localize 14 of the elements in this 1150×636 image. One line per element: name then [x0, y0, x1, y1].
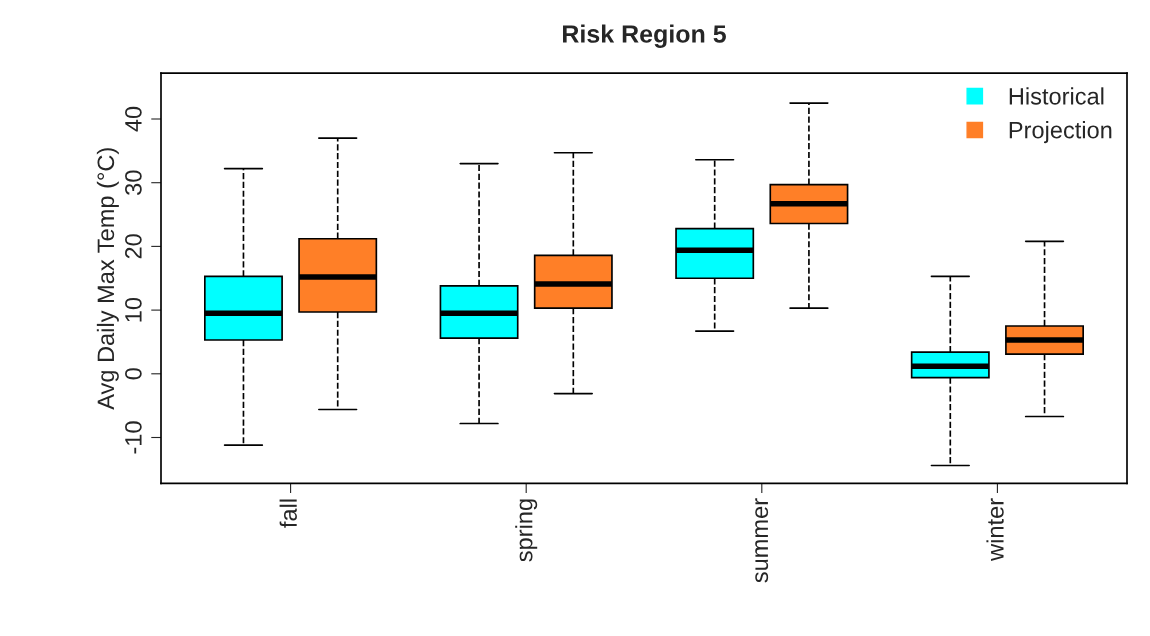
legend-label: Projection: [1009, 121, 1112, 144]
y-tick-label: 30: [125, 170, 142, 195]
y-tick-label: 40: [125, 106, 142, 132]
y-tick-label: 0: [125, 368, 142, 380]
x-tick-label: fall: [279, 499, 297, 528]
x-tick-label: summer: [755, 498, 769, 583]
legend-label: Historical: [1009, 87, 1104, 105]
y-axis-title: Avg Daily Max Temp (°C): [96, 148, 119, 410]
y-tick-label: -10: [125, 421, 142, 454]
y-tick-label: 10: [125, 297, 142, 322]
x-tick-label: spring: [515, 499, 538, 562]
chart-title: Risk Region 5: [563, 24, 726, 48]
x-tick-label: winter: [986, 498, 1004, 561]
y-tick-label: 20: [125, 234, 142, 259]
